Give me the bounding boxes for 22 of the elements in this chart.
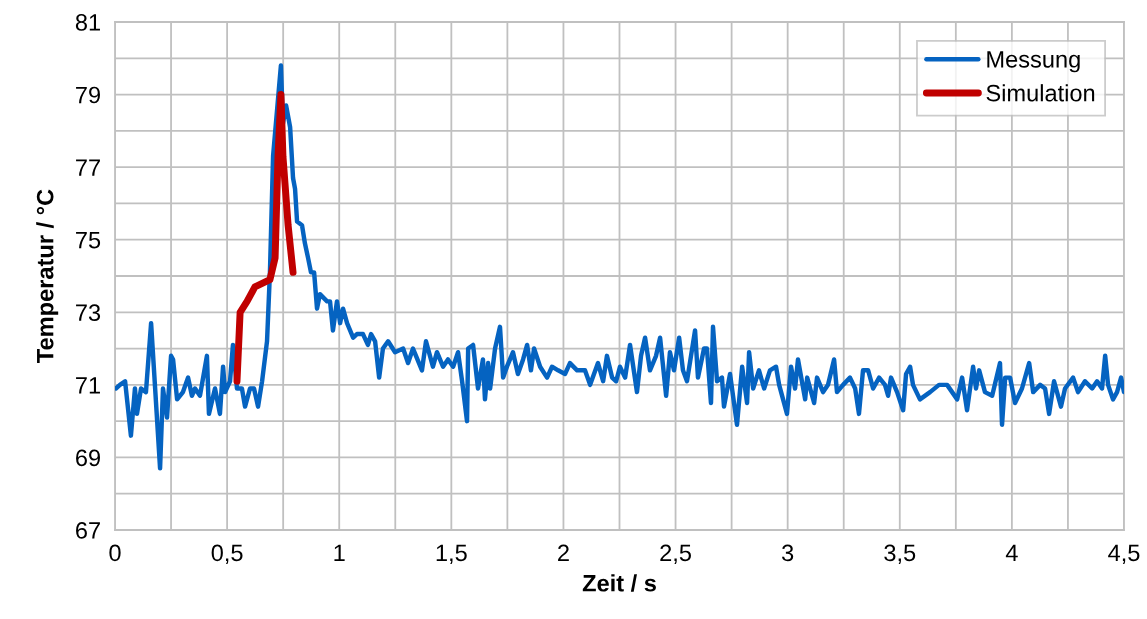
x-tick-label: 3 [782,544,794,562]
x-tick-label: 4 [1005,544,1018,561]
y-tick-label: 77 [76,159,100,176]
legend-label: Simulation [986,84,1095,102]
y-tick-label: 79 [76,86,100,104]
y-tick-label: 69 [76,449,100,467]
y-tick-label: 73 [76,304,101,322]
legend-label: Messung [987,51,1080,73]
x-tick-label: 0 [109,544,121,562]
x-tick-label: 1,5 [436,544,467,565]
x-tick-label: 0,5 [211,544,243,565]
x-axis-title: Zeit / s [582,574,656,592]
x-tick-label: 4,5 [1108,544,1140,565]
y-axis-title: Temperatur / °C [36,189,59,363]
y-tick-label: 71 [76,377,100,394]
x-tick-label: 3,5 [884,544,916,565]
y-tick-label: 75 [76,232,101,249]
x-tick-label: 2,5 [660,544,691,565]
x-tick-label: 1 [334,544,345,561]
y-tick-label: 81 [75,14,100,31]
y-tick-label: 67 [76,522,100,539]
x-tick-label: 2 [558,544,569,561]
